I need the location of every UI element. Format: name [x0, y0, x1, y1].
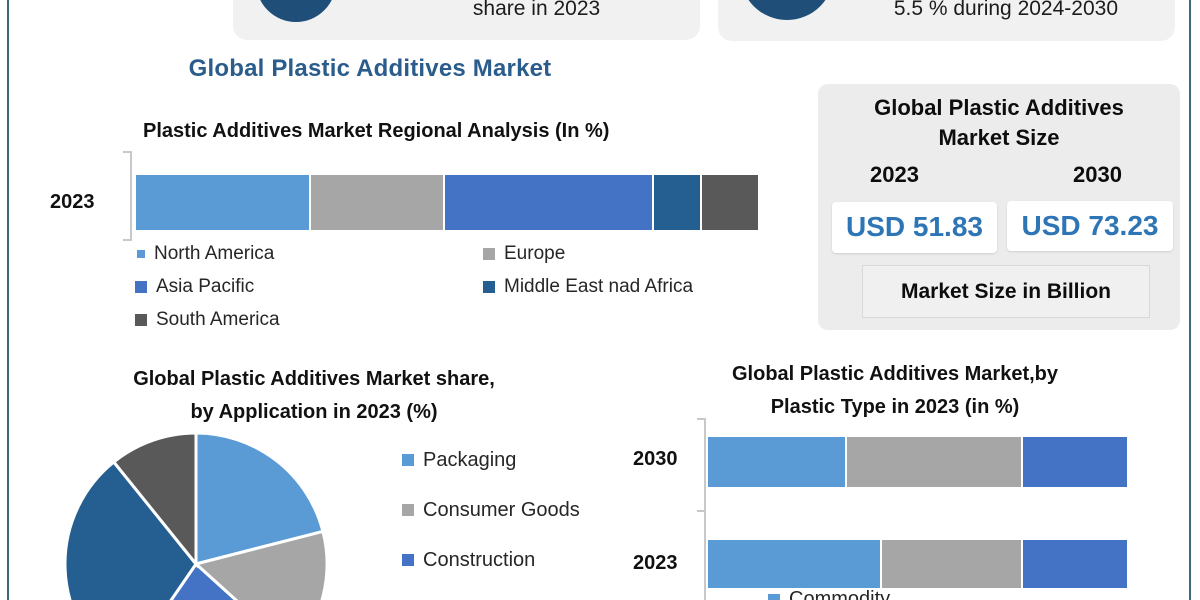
legend-label: Packaging	[423, 448, 517, 471]
legend-item-commodity: Commodity	[768, 588, 890, 600]
legend-label: Europe	[504, 243, 566, 264]
legend-label: Consumer Goods	[423, 498, 580, 521]
stat-card-cagr-text: 5.5 % during 2024-2030	[893, 0, 1118, 20]
regional-legend: North America Europe Asia Pacific Middle…	[135, 243, 765, 331]
application-pie-title-line1: Global Plastic Additives Market share,	[133, 368, 495, 390]
bar-segment-north-america	[136, 175, 309, 230]
legend-item-packaging: Packaging	[402, 446, 580, 474]
plastic-type-title-line2: Plastic Type in 2023 (in %)	[770, 396, 1020, 418]
legend-item-consumer-goods: Consumer Goods	[402, 496, 580, 524]
legend-label: South America	[156, 309, 280, 330]
pie-slice-unlabeled	[111, 431, 198, 569]
plastic-type-axis-tick-top	[697, 418, 705, 420]
legend-marker-consumer-goods	[402, 504, 414, 516]
regional-axis-tick-bottom	[123, 239, 131, 241]
legend-label: North America	[154, 243, 275, 264]
pie-slice-construction	[169, 561, 239, 600]
plastic-type-chart-title: Global Plastic Additives Market,by Plast…	[660, 358, 1130, 424]
regional-chart-title: Plastic Additives Market Regional Analys…	[143, 120, 610, 142]
legend-item-south-america: South America	[135, 309, 483, 331]
application-pie-chart	[63, 431, 329, 600]
legend-item-middle-east-africa: Middle East nad Africa	[483, 276, 765, 298]
application-pie-title: Global Plastic Additives Market share, b…	[64, 363, 564, 429]
legend-label: Commodity	[789, 588, 891, 600]
bar-segment-middle-east-nad-africa	[654, 175, 701, 230]
plastic-type-bar-2030	[708, 437, 1127, 487]
legend-marker-packaging	[402, 454, 414, 466]
plastic-type-title-line1: Global Plastic Additives Market,by	[731, 363, 1059, 385]
market-size-panel: Global Plastic Additives Market Size 202…	[818, 84, 1180, 330]
legend-marker-construction	[402, 554, 414, 566]
bar-segment-unlabeled	[1023, 540, 1127, 588]
legend-marker-middle-east-africa	[483, 281, 495, 293]
legend-marker-south-america	[135, 314, 147, 326]
bar-segment-unlabeled	[1023, 437, 1127, 487]
bar-segment-unlabeled	[882, 540, 1022, 588]
stat-card-share-text: share in 2023	[472, 0, 601, 20]
market-size-unit-note: Market Size in Billion	[862, 265, 1150, 318]
value-2023: USD 51.83	[832, 202, 997, 253]
panel-title-line2: Market Size	[938, 125, 1060, 150]
regional-axis-tick-top	[123, 151, 131, 153]
bar-segment-asia-pacific	[445, 175, 653, 230]
legend-label: Asia Pacific	[156, 276, 255, 297]
bar-segment-unlabeled	[846, 437, 1022, 487]
frame-left-border	[7, 0, 9, 600]
legend-marker-asia-pacific	[135, 281, 147, 293]
page-title: Global Plastic Additives Market	[188, 55, 552, 82]
bar-segment-europe	[310, 175, 444, 230]
application-pie-title-line2: by Application in 2023 (%)	[190, 401, 438, 423]
legend-item-europe: Europe	[483, 243, 765, 265]
value-2030: USD 73.23	[1007, 201, 1173, 251]
legend-marker-commodity	[768, 593, 780, 600]
plastic-type-category-2023: 2023	[633, 552, 678, 574]
frame-right-border	[1189, 0, 1191, 600]
bar-segment-commodity	[708, 437, 845, 487]
circle-icon	[256, 0, 336, 22]
regional-y-axis	[130, 151, 132, 241]
regional-stacked-bar	[136, 175, 759, 230]
plastic-type-legend: Commodity	[768, 588, 890, 600]
application-pie-legend: Packaging Consumer Goods Construction	[402, 446, 580, 574]
legend-item-asia-pacific: Asia Pacific	[135, 276, 483, 298]
legend-item-construction: Construction	[402, 546, 580, 574]
bar-segment-south-america	[702, 175, 759, 230]
pie-slice-consumer-goods	[192, 529, 329, 600]
legend-marker-europe	[483, 248, 495, 260]
legend-marker-north-america	[137, 250, 145, 258]
plastic-type-axis-tick-mid	[697, 510, 705, 512]
legend-label: Construction	[423, 548, 536, 571]
plastic-type-y-axis	[704, 418, 706, 600]
legend-item-north-america: North America	[135, 243, 483, 265]
panel-year-2030: 2030	[1073, 162, 1122, 187]
panel-title-line1: Global Plastic Additives	[874, 95, 1124, 120]
plastic-type-category-2030: 2030	[633, 448, 678, 470]
legend-label: Middle East nad Africa	[504, 276, 694, 297]
regional-category-label: 2023	[50, 191, 95, 213]
bar-segment-commodity	[708, 540, 881, 588]
pie-slice-unlabeled	[63, 459, 198, 600]
plastic-type-bar-2023	[708, 540, 1127, 588]
pie-slice-packaging	[194, 431, 325, 566]
panel-year-2023: 2023	[870, 162, 919, 187]
